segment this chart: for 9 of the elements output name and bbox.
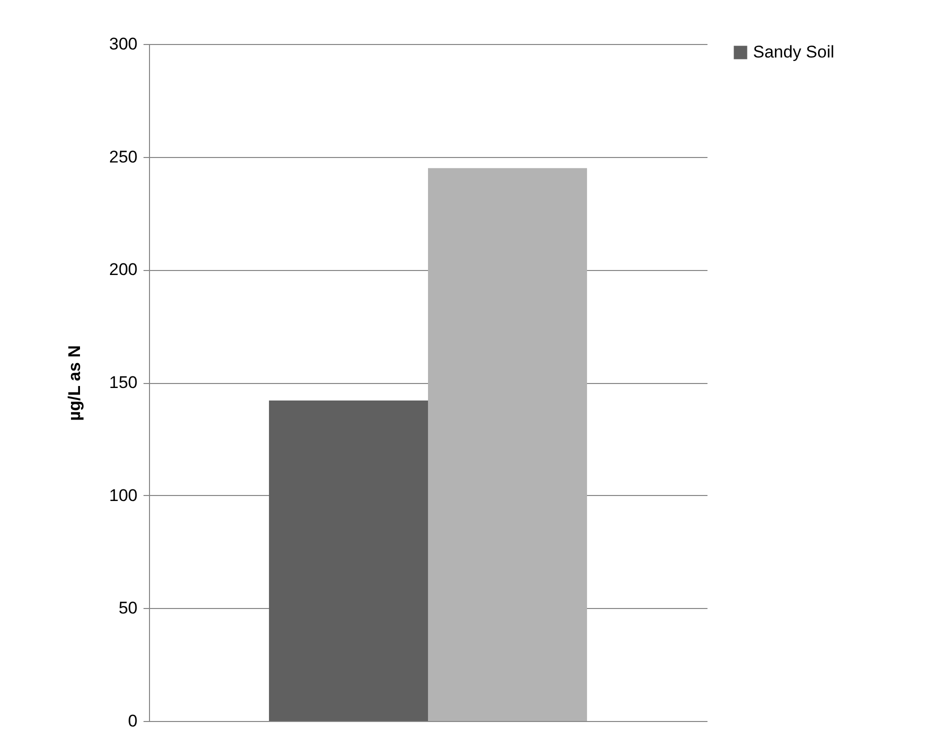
y-tick-label: 150 xyxy=(109,373,138,392)
y-tick-label: 250 xyxy=(109,147,138,166)
y-tick-label: 0 xyxy=(128,712,138,730)
legend-label: Sandy Soil xyxy=(753,42,834,62)
y-tick-label: 200 xyxy=(109,260,138,280)
y-tick-label: 300 xyxy=(109,34,138,54)
y-tick-label: 50 xyxy=(118,598,138,618)
y-tick-label: 100 xyxy=(109,486,138,505)
y-axis-title: µg/L as N xyxy=(65,345,84,421)
